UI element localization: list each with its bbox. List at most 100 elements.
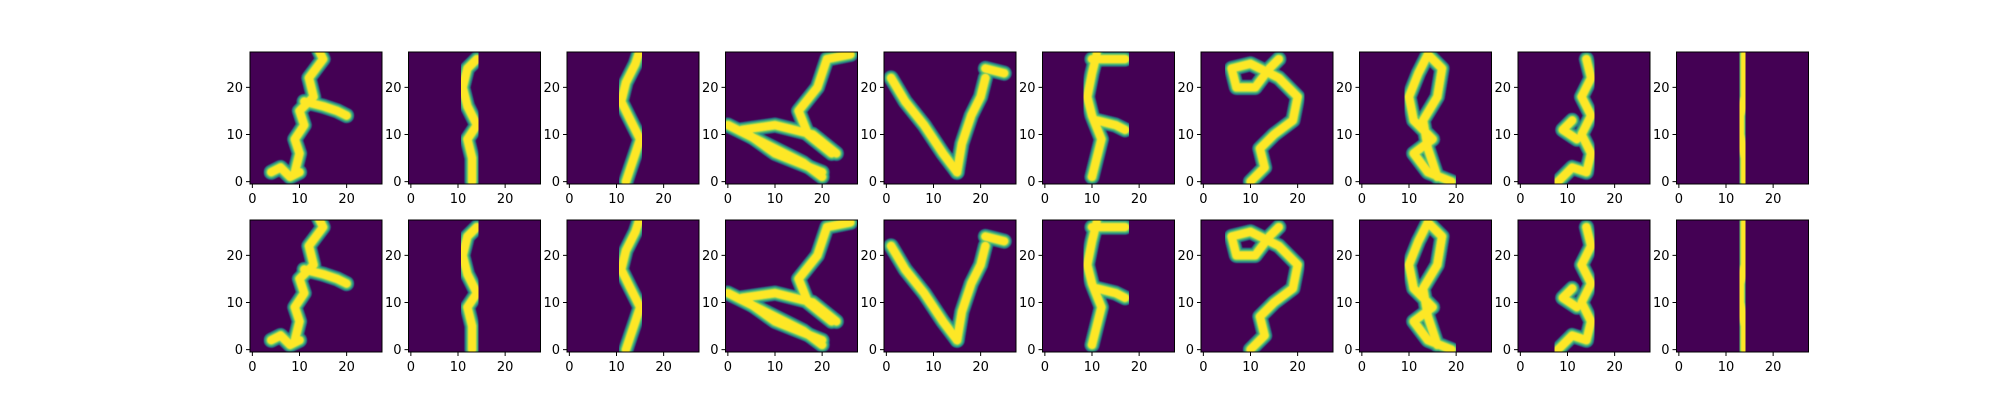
y-tick-label: 20 bbox=[543, 249, 560, 264]
subplot-r1-c6: 0 10 20 0 10 20 bbox=[1177, 219, 1334, 375]
digit-stroke bbox=[458, 55, 481, 184]
axes-frame bbox=[1359, 219, 1492, 353]
digit-image bbox=[613, 220, 648, 352]
x-tick-label: 20 bbox=[972, 360, 989, 375]
digit-stroke bbox=[617, 220, 645, 352]
subplot-r1-c3: 0 10 20 0 10 20 bbox=[702, 219, 858, 375]
y-tick-label: 0 bbox=[552, 175, 560, 190]
y-tick-label: 10 bbox=[1177, 128, 1194, 143]
y-tick-label: 0 bbox=[393, 175, 401, 190]
subplot-r0-c1: 0 10 20 0 10 20 bbox=[385, 51, 541, 207]
subplot-r0-c8: 0 10 20 0 10 20 bbox=[1494, 51, 1651, 207]
x-tick-label: 20 bbox=[1606, 360, 1623, 375]
x-tick-label: 0 bbox=[1358, 360, 1366, 375]
y-tick-label: 0 bbox=[552, 343, 560, 358]
digit-image bbox=[455, 220, 485, 352]
y-tick-label: 0 bbox=[869, 343, 877, 358]
axes-frame bbox=[566, 51, 700, 185]
digit-image bbox=[1732, 52, 1753, 184]
y-tick-label: 10 bbox=[1653, 296, 1670, 311]
digit-image bbox=[1401, 220, 1459, 352]
axes-frame bbox=[1042, 219, 1175, 353]
digit-image bbox=[613, 52, 648, 184]
y-tick-label: 0 bbox=[1186, 343, 1194, 358]
y-tick-label: 20 bbox=[1177, 249, 1194, 264]
digit-image bbox=[455, 52, 485, 184]
x-tick-label: 0 bbox=[1041, 360, 1049, 375]
x-tick-label: 0 bbox=[1516, 360, 1524, 375]
y-tick-label: 10 bbox=[385, 128, 402, 143]
y-tick-label: 20 bbox=[226, 81, 243, 96]
y-tick-label: 10 bbox=[1653, 128, 1670, 143]
y-tick-label: 0 bbox=[235, 343, 243, 358]
x-tick-label: 20 bbox=[1765, 192, 1782, 207]
x-tick-label: 20 bbox=[655, 360, 672, 375]
y-tick-label: 0 bbox=[1503, 175, 1511, 190]
y-tick-label: 10 bbox=[1336, 296, 1353, 311]
x-tick-label: 20 bbox=[497, 192, 514, 207]
x-tick-label: 0 bbox=[565, 192, 573, 207]
x-tick-label: 20 bbox=[1289, 192, 1306, 207]
axes-frame bbox=[1676, 51, 1809, 185]
digit-stroke bbox=[794, 52, 855, 158]
axes-frame bbox=[408, 219, 541, 353]
subplot-r0-c2: 0 10 20 0 10 20 bbox=[543, 51, 700, 207]
x-tick-label: 10 bbox=[291, 360, 308, 375]
digit-stroke bbox=[1558, 284, 1581, 312]
y-tick-label: 20 bbox=[385, 81, 402, 96]
digit-image bbox=[1550, 52, 1599, 184]
y-tick-label: 20 bbox=[1653, 249, 1670, 264]
digit-stroke bbox=[1736, 52, 1749, 184]
x-tick-label: 0 bbox=[724, 360, 732, 375]
x-tick-label: 10 bbox=[608, 192, 625, 207]
y-tick-label: 0 bbox=[1344, 343, 1352, 358]
x-tick-label: 20 bbox=[1448, 360, 1465, 375]
x-tick-label: 10 bbox=[1084, 360, 1101, 375]
y-tick-label: 10 bbox=[226, 296, 243, 311]
y-tick-label: 0 bbox=[235, 175, 243, 190]
x-tick-label: 20 bbox=[972, 192, 989, 207]
x-tick-label: 10 bbox=[1401, 192, 1418, 207]
x-tick-label: 20 bbox=[1606, 192, 1623, 207]
x-tick-label: 10 bbox=[450, 192, 467, 207]
y-tick-label: 10 bbox=[860, 296, 877, 311]
x-tick-label: 0 bbox=[882, 192, 890, 207]
subplot-r1-c7: 0 10 20 0 10 20 bbox=[1336, 219, 1492, 375]
x-tick-label: 10 bbox=[1559, 360, 1576, 375]
digit-stroke bbox=[953, 73, 990, 177]
digit-stroke bbox=[290, 220, 328, 345]
y-tick-label: 0 bbox=[1503, 343, 1511, 358]
digit-stroke bbox=[1227, 55, 1302, 184]
x-tick-label: 20 bbox=[655, 192, 672, 207]
x-tick-label: 0 bbox=[1199, 360, 1207, 375]
subplot-r0-c0: 0 10 20 0 10 20 bbox=[226, 51, 383, 207]
digit-stroke bbox=[1554, 55, 1596, 184]
axes-frame bbox=[1517, 219, 1651, 353]
y-tick-label: 10 bbox=[226, 128, 243, 143]
x-tick-label: 10 bbox=[608, 360, 625, 375]
y-tick-label: 10 bbox=[702, 296, 719, 311]
subplot-r1-c9: 0 10 20 0 10 20 bbox=[1653, 219, 1809, 375]
axes-frame bbox=[1676, 219, 1809, 353]
digit-stroke bbox=[1092, 284, 1130, 302]
digit-stroke bbox=[887, 73, 962, 177]
y-tick-label: 10 bbox=[1019, 296, 1036, 311]
x-tick-label: 0 bbox=[1199, 192, 1207, 207]
x-tick-label: 10 bbox=[1242, 192, 1259, 207]
subplot-r1-c4: 0 10 20 0 10 20 bbox=[860, 219, 1017, 375]
subplot-r1-c5: 0 10 20 0 10 20 bbox=[1019, 219, 1175, 375]
digit-stroke bbox=[1092, 116, 1130, 134]
y-tick-label: 20 bbox=[1177, 81, 1194, 96]
y-tick-label: 0 bbox=[1186, 175, 1194, 190]
y-tick-label: 20 bbox=[1653, 81, 1670, 96]
x-tick-label: 0 bbox=[248, 192, 256, 207]
digit-image bbox=[884, 60, 1012, 180]
y-tick-label: 10 bbox=[1019, 128, 1036, 143]
y-tick-label: 10 bbox=[1494, 128, 1511, 143]
digit-image bbox=[1224, 220, 1306, 352]
y-tick-label: 20 bbox=[1019, 249, 1036, 264]
digit-image bbox=[1550, 220, 1599, 352]
digit-image bbox=[725, 220, 858, 352]
y-tick-label: 10 bbox=[1336, 128, 1353, 143]
